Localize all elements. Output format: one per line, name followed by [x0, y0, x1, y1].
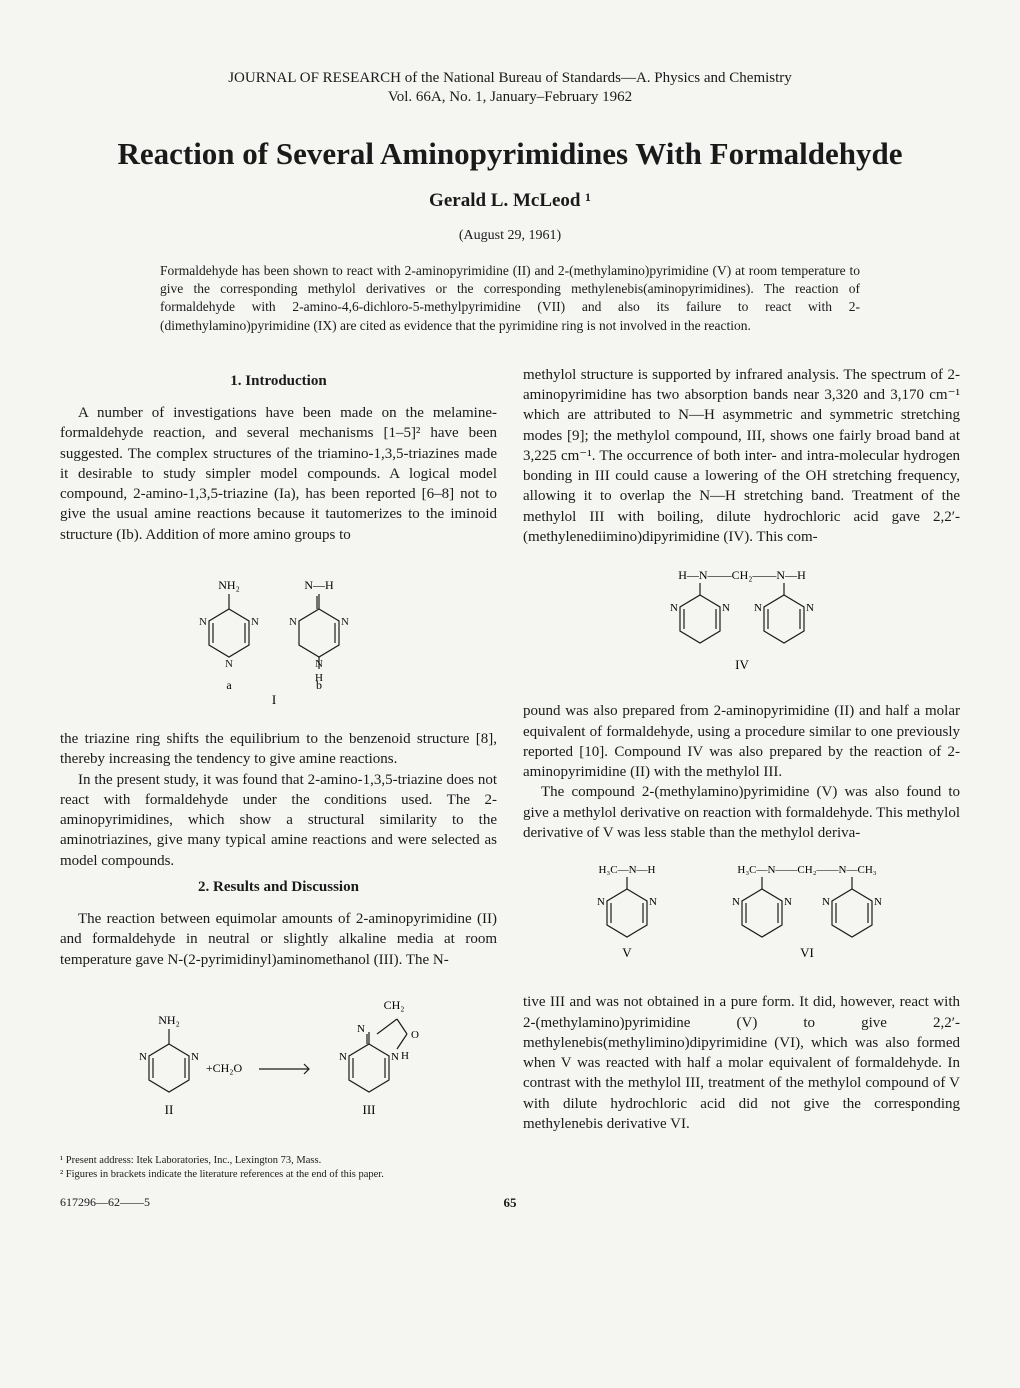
svg-text:N: N: [225, 658, 233, 670]
svg-text:N: N: [670, 602, 678, 614]
diagram-II-III: NH₂ N N +CH₂O II CH₂ N O H N N III: [60, 984, 497, 1140]
journal-header: JOURNAL OF RESEARCH of the National Bure…: [60, 70, 960, 87]
label-V: V: [622, 945, 632, 960]
right-para-1: methylol structure is supported by infra…: [523, 365, 960, 547]
label-VI: VI: [800, 945, 814, 960]
svg-text:N: N: [822, 896, 830, 908]
left-para-1: A number of investigations have been mad…: [60, 403, 497, 545]
svg-text:N: N: [649, 896, 657, 908]
svg-text:N: N: [191, 1051, 199, 1063]
label-b: b: [316, 678, 322, 692]
svg-text:N: N: [722, 602, 730, 614]
svg-text:N: N: [339, 1051, 347, 1063]
label-IV: IV: [735, 657, 749, 672]
label-O: O: [411, 1029, 419, 1041]
left-column: 1. Introduction A number of investigatio…: [60, 365, 497, 1182]
label-ch2o: +CH₂O: [205, 1061, 242, 1075]
svg-text:N: N: [357, 1023, 365, 1035]
diagram-V-VI: H₃C—N—H H₃C—N——CH₂——N—CH₃: [523, 857, 960, 978]
label-IV-top: H—N——CH₂——N—H: [678, 568, 806, 582]
section-1-heading: 1. Introduction: [60, 371, 497, 391]
right-para-2: pound was also prepared from 2-aminopyri…: [523, 701, 960, 782]
svg-text:N: N: [315, 658, 323, 670]
svg-text:N: N: [806, 602, 814, 614]
svg-text:N: N: [139, 1051, 147, 1063]
page-footer: 617296—62——5 65: [60, 1195, 960, 1210]
author: Gerald L. McLeod ¹: [60, 190, 960, 212]
svg-text:N: N: [754, 602, 762, 614]
section-2-heading: 2. Results and Discussion: [60, 877, 497, 897]
label-VI-top: H₃C—N——CH₂——N—CH₃: [737, 864, 876, 876]
label-III: III: [362, 1102, 375, 1117]
abstract: Formaldehyde has been shown to react wit…: [160, 262, 860, 335]
svg-text:N: N: [874, 896, 882, 908]
footer-code: 617296—62——5: [60, 1195, 150, 1210]
footnote-2: ² Figures in brackets indicate the liter…: [60, 1168, 497, 1182]
svg-text:N: N: [732, 896, 740, 908]
right-column: methylol structure is supported by infra…: [523, 365, 960, 1182]
right-para-4: tive III and was not obtained in a pure …: [523, 992, 960, 1134]
label-II: II: [164, 1102, 173, 1117]
left-para-4: The reaction between equimolar amounts o…: [60, 909, 497, 970]
svg-text:N: N: [784, 896, 792, 908]
submission-date: (August 29, 1961): [60, 228, 960, 244]
label-nh: N—H: [304, 578, 334, 592]
left-para-3: In the present study, it was found that …: [60, 770, 497, 871]
diagram-I: NH₂ N—H N N N N N N H a b I: [60, 559, 497, 715]
diagram-IV: H—N——CH₂——N—H N N N N IV: [523, 561, 960, 687]
svg-text:N: N: [289, 616, 297, 628]
right-para-3: The compound 2-(methylamino)pyrimidine (…: [523, 782, 960, 843]
paper-title: Reaction of Several Aminopyrimidines Wit…: [60, 136, 960, 172]
volume-line: Vol. 66A, No. 1, January–February 1962: [60, 89, 960, 106]
label-nh2: NH₂: [218, 578, 240, 592]
left-para-2: the triazine ring shifts the equilibrium…: [60, 729, 497, 770]
label-I: I: [271, 692, 275, 707]
svg-text:N: N: [251, 616, 259, 628]
svg-text:N: N: [341, 616, 349, 628]
label-nh2-II: NH₂: [158, 1013, 180, 1027]
label-V-top: H₃C—N—H: [598, 864, 655, 876]
footnotes: ¹ Present address: Itek Laboratories, In…: [60, 1154, 497, 1181]
label-H-III: H: [401, 1050, 409, 1062]
label-ch2: CH₂: [383, 998, 404, 1012]
svg-text:N: N: [391, 1051, 399, 1063]
page-number: 65: [504, 1195, 517, 1211]
two-column-body: 1. Introduction A number of investigatio…: [60, 365, 960, 1182]
svg-text:N: N: [199, 616, 207, 628]
svg-text:N: N: [597, 896, 605, 908]
footnote-1: ¹ Present address: Itek Laboratories, In…: [60, 1154, 497, 1168]
label-a: a: [226, 678, 232, 692]
